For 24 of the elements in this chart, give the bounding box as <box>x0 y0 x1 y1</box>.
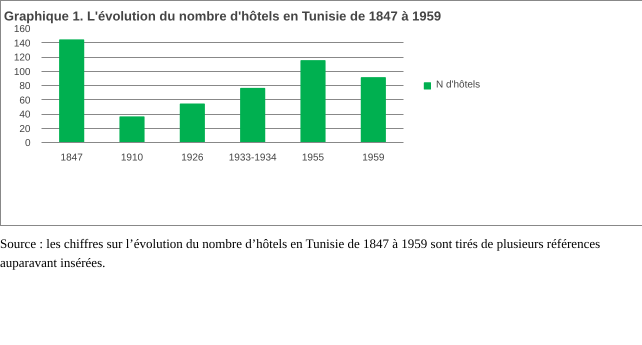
y-tick-label: 120 <box>14 52 31 64</box>
y-tick-label: 80 <box>19 81 31 92</box>
y-tick-label: 160 <box>14 24 31 35</box>
y-tick-label: 0 <box>24 138 31 149</box>
source-note: Source : les chiffres sur l’évolution du nombre d’hôtels en Tunisie de 1847 à 1959 sont tirés de plusieurs références auparavant insérées. <box>0 235 602 272</box>
x-tick-label: 1955 <box>302 152 325 164</box>
x-tick-label: 1959 <box>362 152 385 164</box>
x-tick-label: 1933-1934 <box>228 152 278 164</box>
bar <box>180 104 205 142</box>
chart-title: Graphique 1. L'évolution du nombre d'hôtels en Tunisie de 1847 à 1959 <box>4 8 442 24</box>
x-tick-label: 1847 <box>60 152 84 164</box>
bar <box>240 88 266 142</box>
y-tick-label: 140 <box>14 38 31 50</box>
bar <box>119 116 145 142</box>
y-tick-label: 20 <box>19 124 31 135</box>
y-tick-label: 40 <box>19 110 31 120</box>
x-tick-label: 1926 <box>181 152 204 164</box>
y-tick-label: 60 <box>19 95 31 106</box>
legend-label: N d'hôtels <box>436 80 480 90</box>
bar <box>59 39 84 142</box>
y-tick-label: 100 <box>14 66 31 78</box>
bar <box>360 77 386 142</box>
bar <box>300 60 326 142</box>
x-tick-label: 1910 <box>120 152 144 164</box>
